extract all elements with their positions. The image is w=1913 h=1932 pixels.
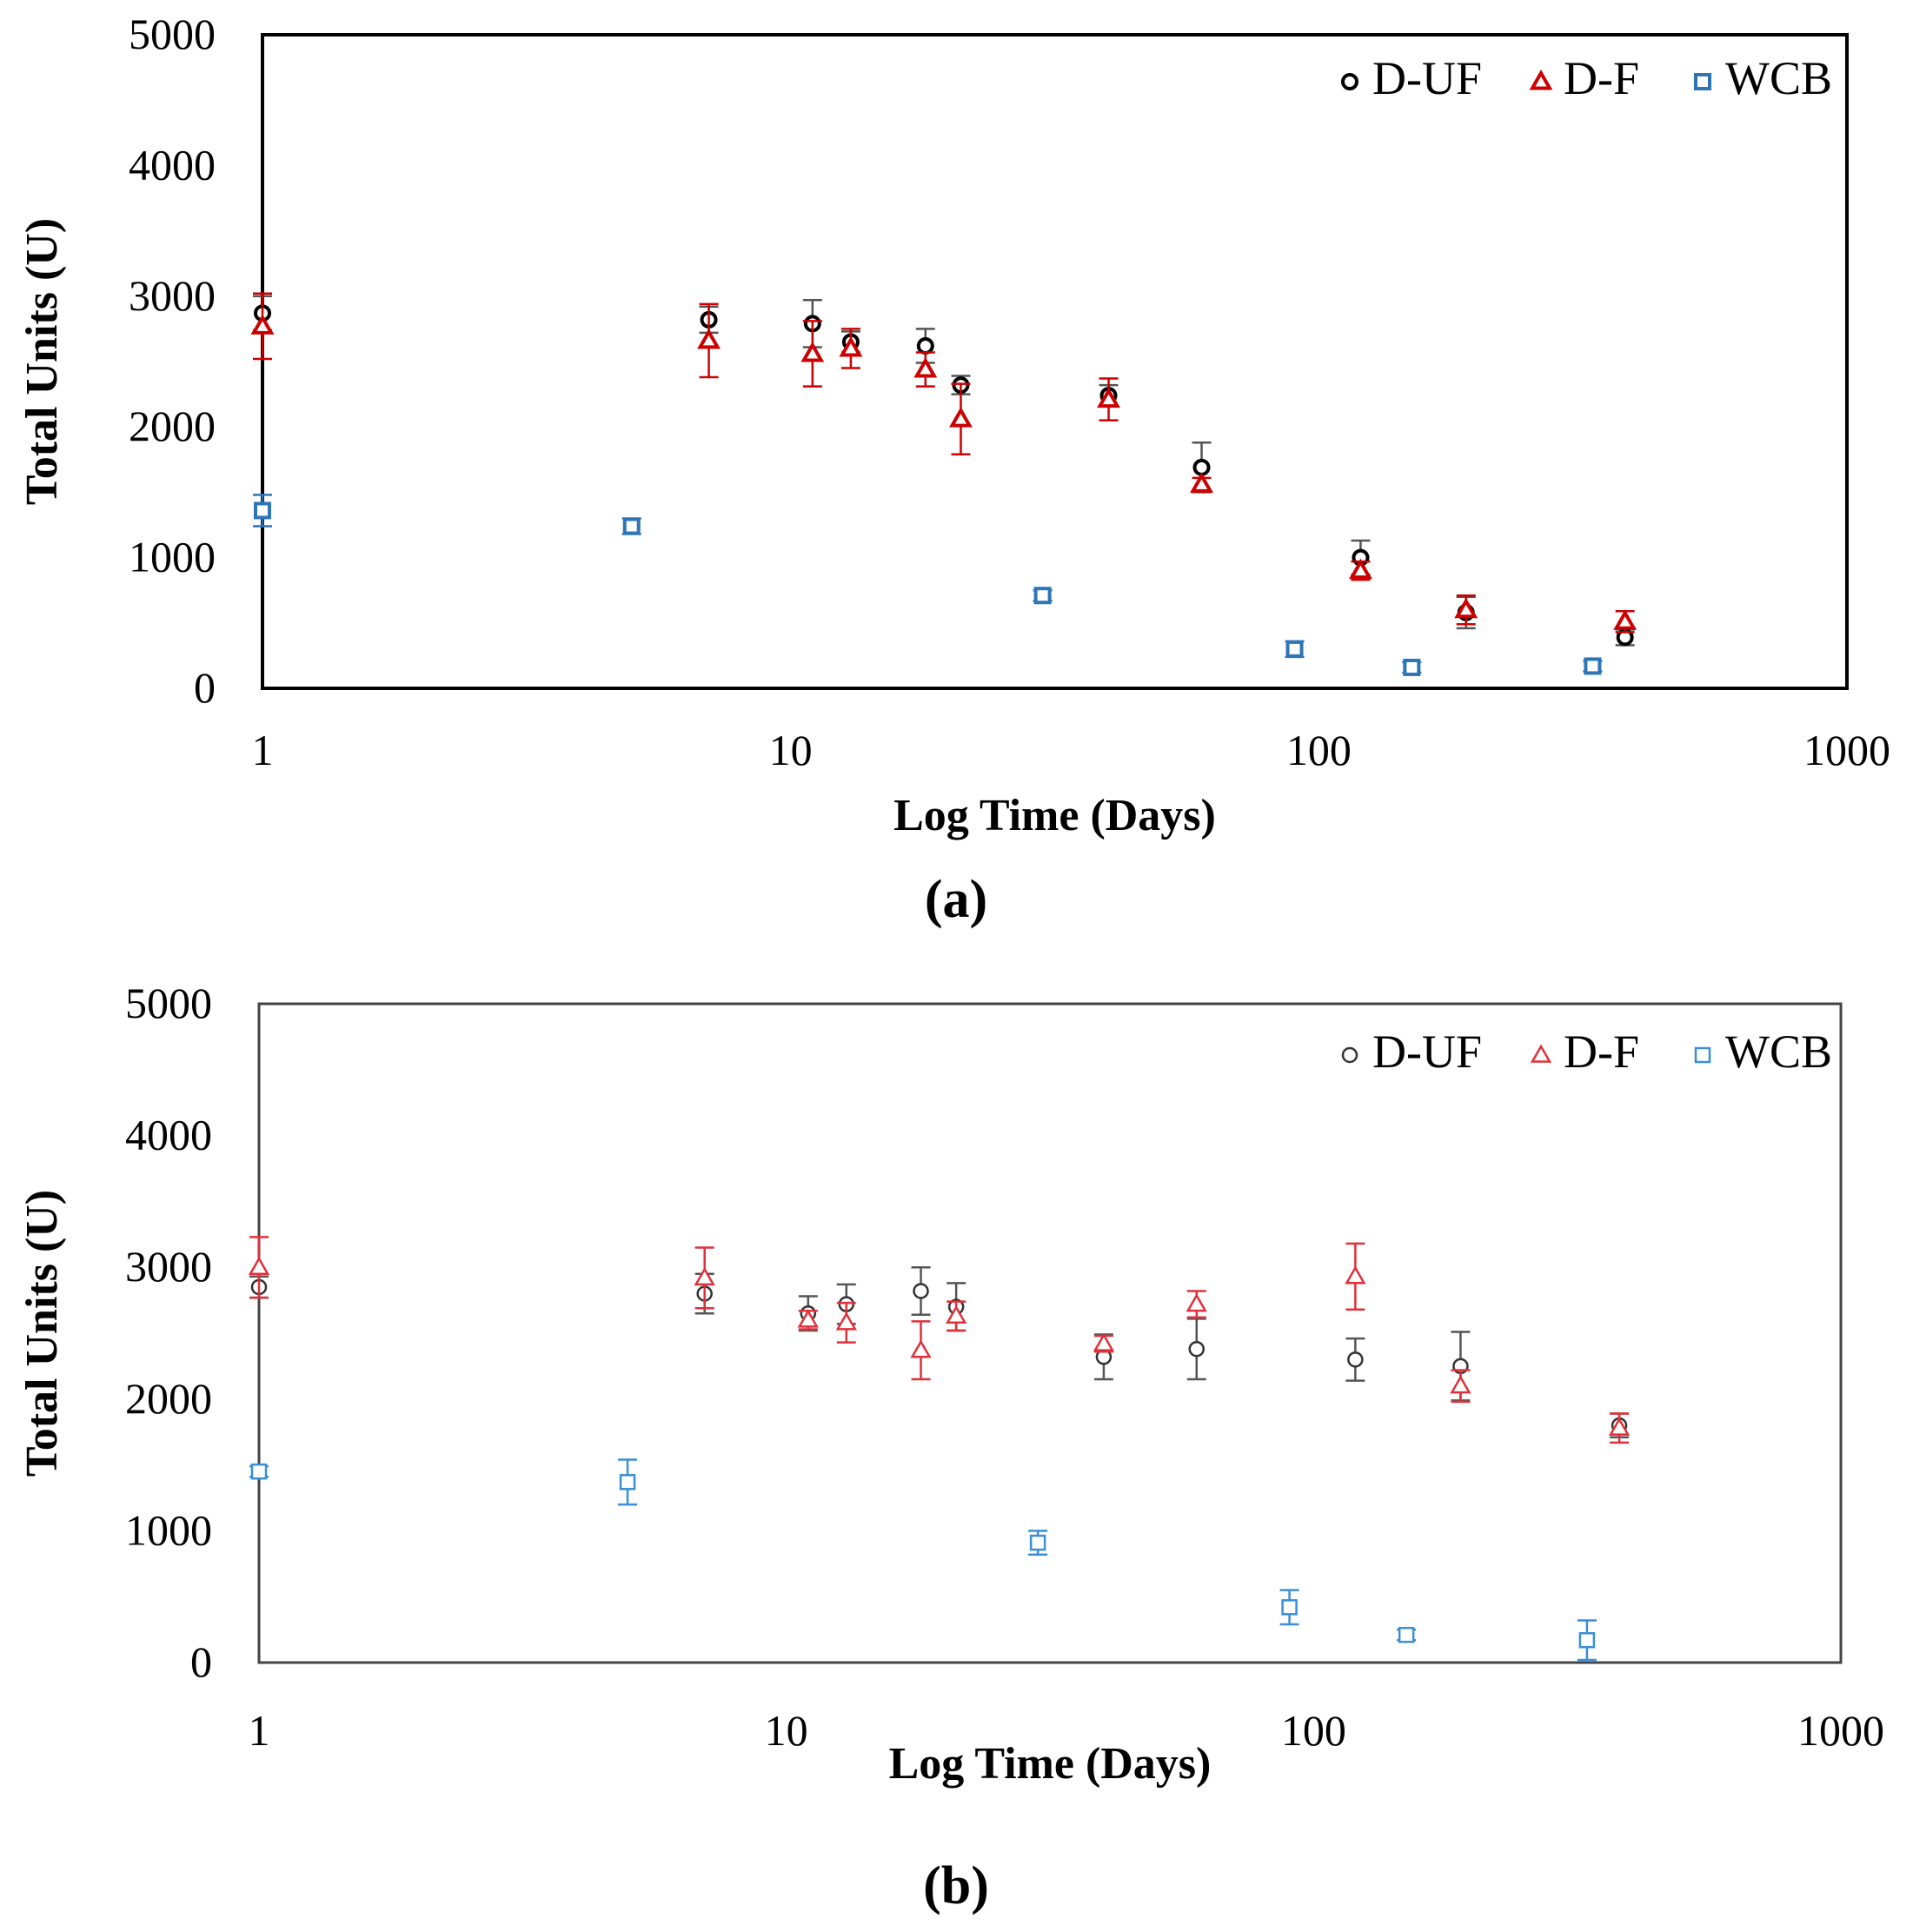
legend-label-d-f: D-F: [1564, 1026, 1639, 1078]
data-point-d-uf: [1188, 1340, 1205, 1358]
data-point-d-f: [949, 407, 973, 428]
panel-label-a: (a): [925, 870, 987, 929]
data-point-wcb: [1398, 1626, 1415, 1643]
data-point-d-f: [694, 1266, 715, 1286]
data-point-d-f: [1186, 1293, 1207, 1312]
y-tick-label: 3000: [129, 271, 216, 320]
series-wcb: [253, 494, 1603, 676]
y-tick-label: 2000: [129, 402, 216, 450]
data-point-d-f: [1345, 1265, 1366, 1285]
data-point-d-f: [1608, 1417, 1631, 1436]
plot-frame: [261, 33, 1849, 690]
data-point-d-uf: [913, 1283, 929, 1299]
x-tick-label: 1: [249, 1706, 270, 1755]
data-point-wcb: [1403, 658, 1421, 676]
data-point-d-uf: [1347, 1351, 1364, 1368]
y-tick-label: 5000: [129, 10, 216, 58]
data-point-wcb: [622, 517, 641, 535]
data-point-wcb: [1281, 1599, 1298, 1616]
data-point-d-f: [797, 1309, 819, 1328]
legend: D-UF D-F WCB: [1341, 52, 1832, 104]
legend-label-d-f: D-F: [1564, 52, 1639, 104]
data-point-wcb: [1029, 1534, 1046, 1551]
x-tick-label: 10: [765, 1706, 808, 1755]
x-tick-label: 1: [252, 726, 274, 774]
data-point-wcb: [619, 1474, 636, 1490]
y-tick-label: 0: [194, 663, 216, 712]
legend-marker-d-uf: [1341, 1046, 1358, 1064]
series-wcb: [249, 1458, 1597, 1662]
data-point-wcb: [254, 501, 271, 520]
series-d-uf: [253, 295, 1635, 647]
data-point-wcb: [1285, 640, 1304, 658]
legend-marker-d-uf: [1341, 73, 1358, 90]
y-tick-label: 5000: [125, 979, 212, 1027]
data-point-d-f: [250, 314, 275, 335]
legend-marker-wcb: [1694, 1046, 1711, 1064]
y-tick-label: 1000: [129, 533, 216, 581]
x-tick-label: 10: [769, 726, 813, 774]
x-tick-label: 1000: [1797, 1706, 1884, 1755]
y-tick-label: 1000: [125, 1505, 212, 1554]
legend-marker-wcb: [1694, 73, 1711, 90]
y-tick-label: 0: [190, 1637, 212, 1686]
data-point-d-f: [697, 328, 721, 349]
data-point-d-uf: [916, 336, 934, 355]
data-point-d-f: [1349, 558, 1372, 580]
x-axis-title: Log Time (Days): [889, 1739, 1212, 1789]
legend-marker-d-f: [1530, 1044, 1552, 1063]
legend-marker-d-f: [1529, 69, 1553, 90]
data-point-d-f: [1097, 387, 1120, 408]
data-point-wcb: [1578, 1631, 1596, 1649]
data-point-d-f: [913, 356, 938, 378]
data-point-d-f: [800, 341, 825, 362]
y-axis-title: Total Units (U): [17, 1190, 67, 1477]
data-point-d-f: [1190, 472, 1213, 493]
legend-label-wcb: WCB: [1725, 1026, 1832, 1078]
y-tick-label: 3000: [125, 1242, 212, 1291]
y-tick-label: 4000: [129, 140, 216, 189]
chart-panel-a: 0 1000 2000 3000 4000 5000 1 10 100 1000 Log Time …: [17, 10, 1890, 840]
legend-label-d-uf: D-UF: [1372, 52, 1482, 104]
legend: D-UF D-F WCB: [1341, 1026, 1832, 1078]
legend-label-d-uf: D-UF: [1372, 1026, 1482, 1078]
series-d-f: [250, 292, 1637, 634]
data-point-d-f: [1450, 1375, 1471, 1394]
data-point-d-f: [835, 1311, 857, 1331]
data-point-wcb: [250, 1463, 268, 1480]
x-axis-title: Log Time (Days): [893, 791, 1216, 840]
series-d-uf: [249, 1265, 1630, 1439]
panel-label-b: (b): [923, 1856, 989, 1915]
y-tick-label: 2000: [125, 1374, 212, 1423]
y-axis-title: Total Units (U): [17, 218, 67, 505]
series-d-f: [248, 1236, 1631, 1444]
data-point-d-f: [1454, 597, 1478, 619]
x-tick-label: 100: [1286, 726, 1352, 774]
x-tick-label: 100: [1281, 1706, 1346, 1755]
data-point-d-f: [910, 1339, 932, 1358]
data-point-d-f: [248, 1256, 270, 1275]
plot-frame: [257, 1002, 1843, 1664]
data-point-d-f: [1613, 609, 1637, 630]
data-point-d-f: [1093, 1332, 1115, 1351]
legend-label-wcb: WCB: [1725, 52, 1832, 104]
data-point-d-f: [839, 335, 863, 357]
data-point-wcb: [1033, 587, 1052, 605]
y-tick-label: 4000: [125, 1111, 212, 1159]
x-tick-label: 1000: [1803, 726, 1890, 774]
data-point-d-f: [945, 1305, 967, 1325]
data-point-wcb: [1584, 657, 1602, 675]
chart-panel-b: 0 1000 2000 3000 4000 5000 1 10 100 1000 Log Time …: [17, 979, 1884, 1789]
